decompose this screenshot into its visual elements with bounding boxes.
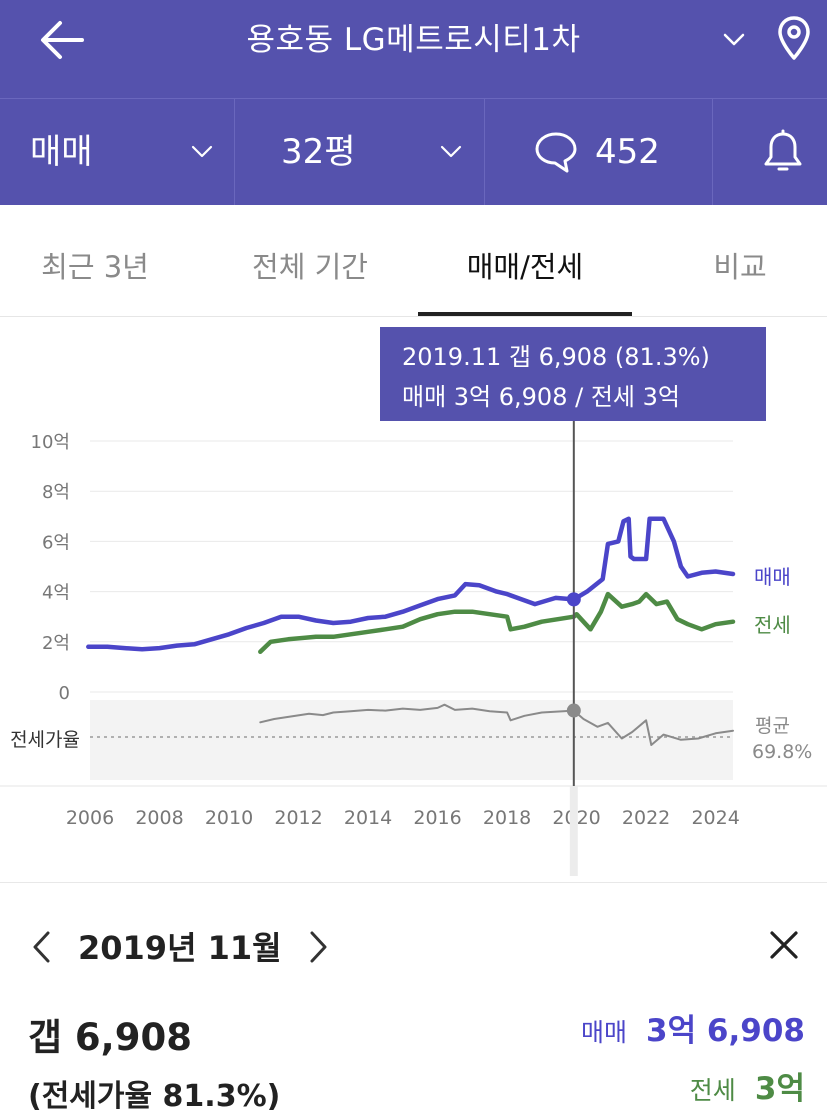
chevron-down-icon[interactable] [720,27,748,51]
size-selector[interactable]: 32평 [234,99,485,205]
price-chart-svg[interactable]: 10억 8억 6억 4억 2억 0 2006 2008 2010 2012 2014 2016 201… [0,316,827,882]
bell-icon [764,129,802,171]
y-tick-label: 0 [59,683,70,704]
sale-price-row: 매매 3억 6,908 [581,1005,805,1050]
chevron-left-icon[interactable] [30,929,54,965]
y-tick-label: 6억 [42,532,70,553]
jeonse-ratio: (전세가율 81.3%) [28,1079,281,1114]
x-tick-label: 2016 [413,807,461,829]
size-label: 32평 [281,132,356,172]
location-pin-icon[interactable] [776,14,812,62]
jeonse-price-label: 전세 [689,1076,736,1105]
period-tabs: 최근 3년 전체 기간 매매/전세 비교 [0,204,827,317]
ratio-average-label: 평균 [755,715,790,737]
chevron-down-icon [191,145,213,158]
series-label-sale: 매매 [754,565,791,589]
notification-button[interactable] [712,99,827,205]
y-tick-label: 8억 [42,482,70,503]
ratio-axis-label: 전세가율 [10,729,80,751]
chat-bubble-icon [535,132,577,173]
active-tab-indicator [418,312,632,316]
jeonse-price-row: 전세 3억 [690,1063,805,1108]
trade-type-label: 매매 [30,132,93,172]
trade-type-selector[interactable]: 매매 [0,99,234,205]
ratio-band [90,700,733,780]
y-tick-label: 4억 [42,583,70,604]
x-tick-label: 2022 [622,807,670,829]
tab-sale-jeonse[interactable]: 매매/전세 [418,204,632,316]
x-tick-label: 2014 [344,807,392,829]
sale-price-value: 3억 6,908 [646,1013,805,1049]
tab-recent-3-years[interactable]: 최근 3년 [41,250,149,284]
tab-all-period[interactable]: 전체 기간 [252,250,368,284]
filter-bar: 매매 32평 452 [0,98,827,205]
top-app-bar: 용호동 LG메트로시티1차 [0,0,827,98]
detail-panel: 2019년 11월 갭 6,908 (전세가율 81.3%) 매매 3억 6,9… [0,882,827,1115]
sale-price-line [86,516,736,652]
y-tick-label: 2억 [42,633,70,654]
y-tick-label: 10억 [31,432,70,453]
back-arrow-icon[interactable] [38,18,88,62]
x-tick-label: 2012 [274,807,322,829]
tooltip-line-2: 매매 3억 6,908 / 전세 3억 [402,383,680,411]
sale-price-label: 매매 [580,1018,627,1047]
cursor-tail [569,786,578,876]
jeonse-ratio-line [259,703,734,746]
selected-month: 2019년 11월 [78,929,282,967]
chevron-down-icon [440,145,462,158]
price-chart[interactable]: 10억 8억 6억 4억 2억 0 2006 2008 2010 2012 2014 2016 201… [0,316,827,882]
tab-sale-jeonse-label: 매매/전세 [466,250,584,284]
complex-title[interactable]: 용호동 LG메트로시티1차 [246,22,581,58]
tab-compare[interactable]: 비교 [713,250,767,284]
chart-tooltip: 2019.11 갭 6,908 (81.3%) 매매 3억 6,908 / 전세… [380,327,766,421]
comments-button[interactable]: 452 [484,99,713,205]
comment-count: 452 [595,132,660,172]
chevron-right-icon[interactable] [306,929,330,965]
close-icon[interactable] [766,927,802,963]
x-tick-label: 2024 [691,807,739,829]
x-tick-label: 2006 [66,807,114,829]
x-tick-label: 2010 [205,807,253,829]
jeonse-price-value: 3억 [754,1071,805,1107]
gap-amount: 갭 6,908 [28,1016,192,1059]
selected-sale-point [566,592,581,607]
selected-ratio-point [566,703,581,718]
jeonse-price-line [258,591,736,655]
ratio-average-value: 69.8% [752,741,812,763]
x-tick-label: 2008 [135,807,183,829]
series-label-jeonse: 전세 [754,613,791,637]
tooltip-line-1: 2019.11 갭 6,908 (81.3%) [402,343,710,371]
x-tick-label: 2018 [483,807,531,829]
